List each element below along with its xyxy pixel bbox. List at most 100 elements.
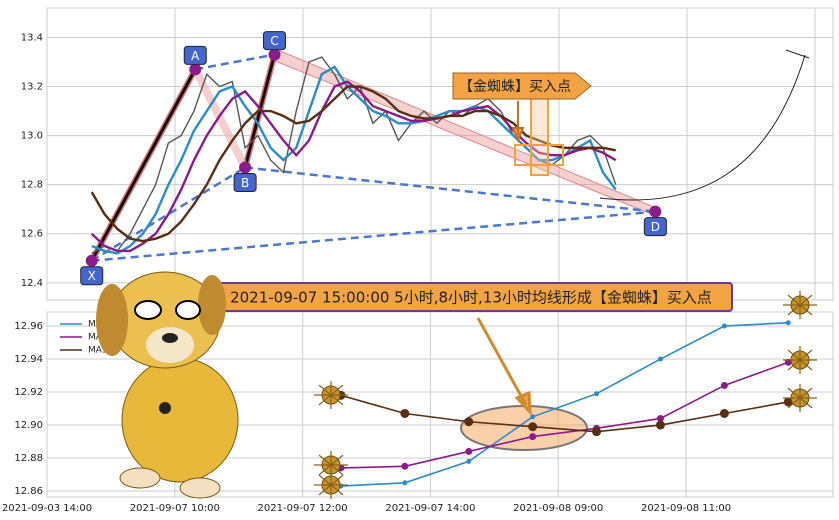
pattern-leg: [191, 67, 249, 170]
pattern-point: [85, 254, 98, 267]
dog-paw: [179, 477, 221, 499]
dog-eye: [134, 300, 162, 320]
pattern-label: X: [88, 269, 96, 283]
annotation-arrow: [511, 101, 525, 143]
y-tick-label: 13.4: [21, 32, 43, 43]
x-tick-label: 2021-09-08 11:00: [641, 503, 731, 514]
annotation-arrow-box: [452, 72, 592, 100]
x-tick-label: 2021-09-07 12:00: [258, 503, 348, 514]
point: [529, 433, 537, 441]
y-tick-label: 12.88: [14, 453, 43, 464]
spider-leg: [787, 349, 801, 361]
dog-ear: [198, 275, 226, 335]
dog-decor: [96, 271, 239, 499]
dog-nose: [162, 333, 178, 343]
point: [719, 408, 729, 418]
pattern-point: [239, 161, 252, 174]
spider-leg: [787, 397, 801, 409]
point: [721, 323, 727, 329]
pattern-label: B: [241, 176, 249, 190]
dog-spider-emblem: [159, 402, 171, 414]
x-tick-label: 2021-09-07 10:00: [130, 503, 220, 514]
spider-leg: [330, 464, 344, 476]
plot-area: [46, 7, 834, 301]
pattern-label: A: [191, 49, 200, 63]
y-tick-label: 12.4: [21, 278, 43, 289]
point: [592, 427, 602, 437]
pattern-dashed: [91, 166, 246, 262]
spider-leg: [318, 464, 332, 476]
y-tick-label: 12.6: [21, 229, 43, 240]
pattern-dashed: [91, 210, 656, 262]
spider-leg: [330, 454, 344, 466]
point: [400, 408, 410, 418]
point: [464, 417, 474, 427]
point: [530, 414, 536, 420]
point: [785, 320, 791, 326]
point: [657, 356, 663, 362]
pattern-label-box: [233, 172, 257, 192]
spider-leg: [318, 484, 332, 496]
pattern-label: D: [651, 220, 660, 234]
y-tick-label: 12.94: [14, 354, 43, 365]
pattern-label-box: [183, 45, 207, 65]
point: [401, 462, 409, 470]
series-line: [340, 394, 789, 433]
point: [465, 447, 473, 455]
y-tick-label: 12.86: [14, 486, 43, 497]
pattern-point: [189, 63, 202, 76]
highlight: [460, 405, 588, 451]
x-tick-label: 2021-09-03 14:00: [2, 503, 92, 514]
pattern-label: C: [270, 34, 278, 48]
spider-leg: [318, 474, 332, 486]
spider-leg: [330, 484, 344, 496]
spider-leg: [799, 397, 813, 409]
pattern-point: [268, 48, 281, 61]
point: [528, 422, 538, 432]
point: [720, 381, 728, 389]
legend-label: MA13: [88, 346, 113, 356]
y-tick-label: 12.92: [14, 387, 43, 398]
spider-leg: [787, 304, 801, 316]
y-tick-label: 13.0: [21, 131, 43, 142]
pattern-dashed: [244, 166, 656, 213]
decor-curve: [599, 49, 810, 201]
spider-leg: [330, 384, 344, 396]
spider-leg: [799, 359, 813, 371]
spider-leg: [799, 294, 813, 306]
pattern-point: [649, 205, 662, 218]
series-line: [90, 85, 616, 243]
pattern-dashed: [195, 53, 275, 71]
spider-leg: [318, 454, 332, 466]
y-tick-label: 12.90: [14, 420, 43, 431]
highlight: [514, 144, 564, 166]
y-tick-label: 12.8: [21, 180, 43, 191]
series-line: [91, 65, 617, 255]
spider-leg: [330, 394, 344, 406]
spider-leg: [787, 387, 801, 399]
dog-muzzle: [146, 327, 194, 363]
pattern-label-box: [262, 31, 286, 51]
dog-paw: [119, 467, 161, 489]
point: [466, 458, 472, 464]
spider-leg: [318, 394, 332, 406]
series-line: [340, 361, 789, 469]
annotation: 【金蜘蛛】买入点: [459, 79, 571, 95]
spider-leg: [318, 384, 332, 396]
spider-leg: [799, 387, 813, 399]
legend-label: MA8: [88, 333, 108, 343]
annotation: 2021-09-07 15:00:00 5小时,8小时,13小时均线形成【金蜘蛛…: [230, 289, 712, 307]
pattern-label-box: [643, 217, 667, 237]
dog-eye: [175, 300, 201, 320]
y-tick-label: 12.96: [14, 321, 43, 332]
spider-leg: [799, 349, 813, 361]
point: [594, 391, 600, 397]
series-line: [340, 321, 789, 487]
spider-leg: [330, 474, 344, 486]
dog-ear: [96, 284, 128, 356]
x-tick-label: 2021-09-08 09:00: [513, 503, 603, 514]
point: [656, 414, 664, 422]
point: [655, 420, 665, 430]
spider-leg: [799, 304, 813, 316]
